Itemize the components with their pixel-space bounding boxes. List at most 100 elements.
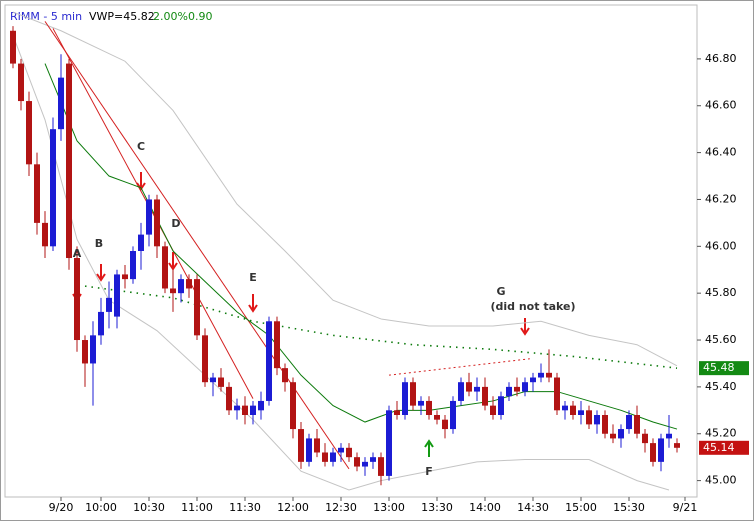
candle-body <box>34 164 40 223</box>
indicator-label: VWP=45.82 <box>89 10 155 23</box>
candle-body <box>594 415 600 425</box>
x-tick-label: 13:30 <box>421 501 453 514</box>
candle-body <box>634 415 640 434</box>
annotation: G <box>496 285 505 298</box>
plot-area <box>4 4 698 498</box>
x-tick-label: 15:00 <box>565 501 597 514</box>
candle-body <box>546 372 552 378</box>
candle-body <box>362 461 368 467</box>
candle-body <box>562 405 568 411</box>
candle-body <box>298 429 304 462</box>
candle-body <box>106 297 112 312</box>
annotation: (did not take) <box>490 300 575 313</box>
candle-body <box>658 438 664 462</box>
candle-body <box>162 246 168 289</box>
candle-body <box>618 429 624 439</box>
price-label-box <box>699 361 749 376</box>
arrow <box>168 252 178 271</box>
annotation: A <box>73 247 82 260</box>
candle-body <box>258 400 264 411</box>
candle-body <box>586 410 592 425</box>
candle-body <box>186 279 192 289</box>
candle-body <box>378 457 384 476</box>
candle-body <box>426 400 432 415</box>
x-tick-label: 10:30 <box>133 501 165 514</box>
y-tick-label: 45.40 <box>705 380 737 393</box>
candle-body <box>330 452 336 462</box>
candle-body <box>498 396 504 415</box>
candle-body <box>10 30 16 64</box>
candle-body <box>666 433 672 439</box>
annotation: E <box>249 271 257 284</box>
x-tick-label: 10:00 <box>85 501 117 514</box>
chart-title: RIMM - 5 min <box>10 10 82 23</box>
candle-body <box>410 382 416 406</box>
x-tick-label: 11:00 <box>181 501 213 514</box>
candle-body <box>626 415 632 430</box>
annotation: B <box>95 237 103 250</box>
arrow <box>424 439 434 457</box>
candle-body <box>442 419 448 430</box>
candle-body <box>386 410 392 476</box>
candle-body <box>74 258 80 341</box>
candle-body <box>474 386 480 392</box>
annotation: D <box>171 217 180 230</box>
y-tick-label: 45.80 <box>705 286 737 299</box>
candle-body <box>554 377 560 411</box>
candle-body <box>18 63 24 102</box>
candle-body <box>242 405 248 415</box>
x-tick-label: 12:00 <box>277 501 309 514</box>
candle-body <box>370 457 376 462</box>
candle-body <box>122 274 128 280</box>
y-tick-label: 46.00 <box>705 239 737 252</box>
annotation: C <box>137 140 145 153</box>
x-tick-label: 12:30 <box>325 501 357 514</box>
candle-body <box>482 386 488 406</box>
candle-body <box>458 382 464 401</box>
candle-body <box>290 382 296 430</box>
candle-body <box>514 386 520 392</box>
candle-body <box>418 400 424 406</box>
price-label: 45.48 <box>703 361 735 374</box>
candle-body <box>674 443 680 448</box>
candle-body <box>602 415 608 434</box>
candle-body <box>282 368 288 383</box>
candle-body <box>650 443 656 462</box>
candle-body <box>250 405 256 415</box>
price-label-box <box>699 440 749 455</box>
candle-body <box>146 199 152 235</box>
candle-body <box>66 63 72 259</box>
y-tick-label: 46.20 <box>705 192 737 205</box>
trend-line <box>52 28 254 399</box>
arrow <box>96 264 106 282</box>
y-tick-label: 45.20 <box>705 427 737 440</box>
candle-body <box>522 382 528 392</box>
candle-body <box>306 438 312 462</box>
y-tick-label: 46.60 <box>705 99 737 112</box>
candle-body <box>530 377 536 383</box>
y-tick-label: 45.00 <box>705 474 737 487</box>
arrow <box>136 172 146 191</box>
trend-line <box>388 358 530 376</box>
candle-body <box>642 433 648 444</box>
x-tick-label: 9/21 <box>673 501 698 514</box>
arrow <box>248 294 258 313</box>
y-tick-label: 46.80 <box>705 52 737 65</box>
candle-body <box>234 405 240 411</box>
candle-body <box>138 234 144 251</box>
candle-body <box>210 377 216 383</box>
annotation: F <box>425 465 433 478</box>
trend-line <box>44 21 350 470</box>
candle-body <box>434 415 440 420</box>
candle-body <box>578 410 584 415</box>
y-tick-label: 45.60 <box>705 333 737 346</box>
x-tick-label: 9/20 <box>49 501 74 514</box>
candle-body <box>402 382 408 415</box>
x-tick-label: 11:30 <box>229 501 261 514</box>
lower-band <box>12 35 670 491</box>
candle-body <box>338 447 344 453</box>
price-label: 45.14 <box>703 441 735 454</box>
candle-body <box>202 335 208 383</box>
candle-body <box>490 405 496 415</box>
